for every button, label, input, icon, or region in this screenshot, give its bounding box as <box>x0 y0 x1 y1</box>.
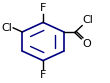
Text: F: F <box>40 70 46 80</box>
Text: Cl: Cl <box>83 15 94 25</box>
Text: Cl: Cl <box>1 23 12 33</box>
Text: F: F <box>40 3 46 13</box>
Text: O: O <box>83 39 91 49</box>
